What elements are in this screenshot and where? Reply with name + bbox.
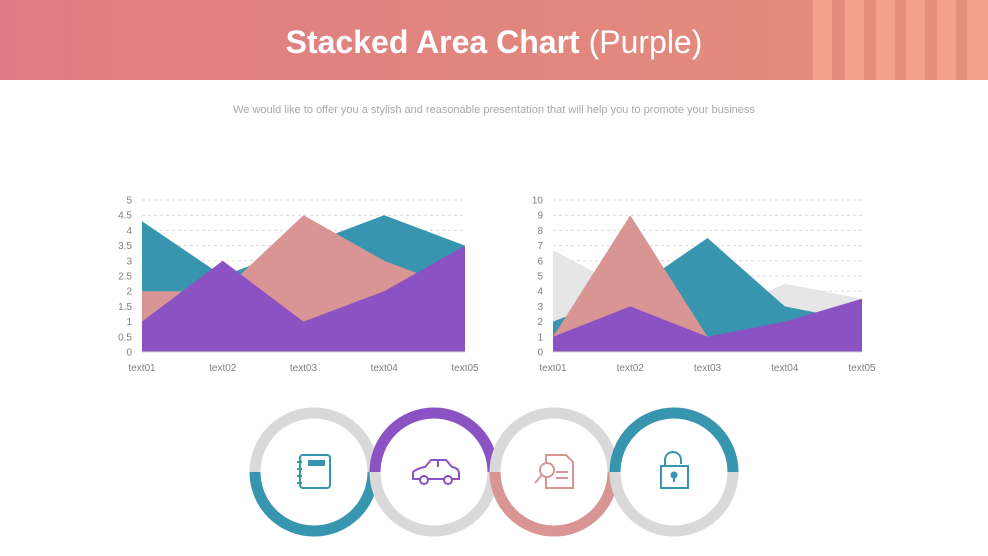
y-tick-label: 0 — [537, 348, 543, 359]
car-icon — [412, 459, 460, 485]
x-tick-label: text04 — [771, 363, 799, 374]
stripe — [906, 0, 925, 80]
y-tick-label: 8 — [537, 226, 543, 237]
page-title: Stacked Area Chart (Purple) — [285, 24, 703, 60]
notebook-icon — [297, 454, 331, 489]
y-tick-label: 10 — [532, 196, 544, 207]
y-tick-label: 1.5 — [118, 302, 132, 313]
y-tick-label: 3 — [126, 256, 132, 267]
area-series-4 — [553, 298, 862, 352]
area-series-3 — [142, 245, 465, 352]
y-tick-label: 1 — [126, 317, 132, 328]
y-tick-label: 2 — [537, 317, 543, 328]
stripe — [876, 0, 895, 80]
y-tick-label: 4.5 — [118, 211, 132, 222]
y-tick-label: 9 — [537, 211, 543, 222]
x-tick-label: text03 — [290, 363, 318, 374]
ring-4 — [609, 407, 739, 537]
y-tick-label: 3.5 — [118, 241, 132, 252]
x-tick-label: text03 — [694, 363, 722, 374]
x-tick-label: text02 — [617, 363, 645, 374]
y-tick-label: 4 — [537, 287, 543, 298]
x-tick-label: text05 — [451, 363, 479, 374]
y-tick-label: 5 — [537, 272, 543, 283]
header-banner: Stacked Area Chart (Purple) — [0, 0, 988, 80]
ring-1 — [249, 407, 379, 537]
y-tick-label: 6 — [537, 256, 543, 267]
y-tick-label: 4 — [126, 226, 132, 237]
y-tick-label: 7 — [537, 241, 543, 252]
document-search-icon — [534, 454, 574, 489]
y-tick-label: 2 — [126, 287, 132, 298]
y-tick-label: 1 — [537, 332, 543, 343]
x-tick-label: text01 — [128, 363, 156, 374]
stripe — [845, 0, 864, 80]
ring-2 — [369, 407, 499, 537]
x-tick-label: text04 — [371, 363, 399, 374]
x-tick-label: text01 — [539, 363, 567, 374]
stripe — [967, 0, 988, 80]
x-tick-label: text02 — [209, 363, 237, 374]
y-tick-label: 0.5 — [118, 332, 132, 343]
subtitle: We would like to offer you a stylish and… — [233, 104, 755, 116]
x-tick-label: text05 — [848, 363, 876, 374]
y-tick-label: 2.5 — [118, 272, 132, 283]
y-tick-label: 3 — [537, 302, 543, 313]
stripe — [937, 0, 956, 80]
stripe — [813, 0, 832, 80]
y-tick-label: 5 — [126, 196, 132, 207]
y-tick-label: 0 — [126, 348, 132, 359]
padlock-icon — [660, 451, 689, 489]
